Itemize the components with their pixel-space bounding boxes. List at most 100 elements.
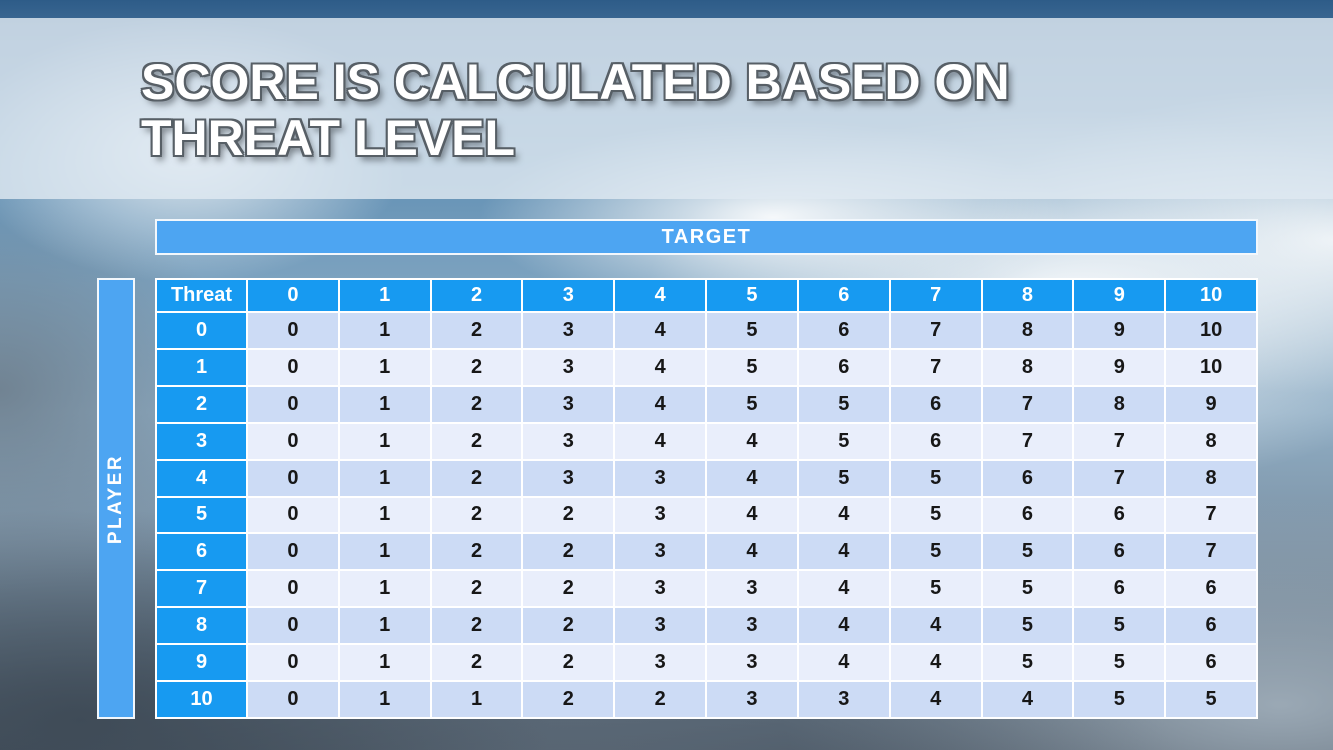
table-cell: 4 <box>707 497 797 533</box>
table-row-header: 9 <box>157 645 246 681</box>
table-cell: 7 <box>1166 534 1256 570</box>
table-row-header: 8 <box>157 608 246 644</box>
table-cell: 3 <box>707 682 797 717</box>
table-cell: 4 <box>707 423 797 459</box>
table-col-header: 5 <box>707 280 797 311</box>
table-col-header: 9 <box>1074 280 1165 311</box>
table-cell: 1 <box>339 349 430 385</box>
table-cell: 4 <box>798 645 889 681</box>
table-cell: 4 <box>798 608 889 644</box>
table-cell: 2 <box>431 313 522 348</box>
table-row-header: 7 <box>157 571 246 607</box>
table-cell: 9 <box>1166 386 1256 422</box>
table-cell: 6 <box>1074 497 1165 533</box>
table-cell: 5 <box>982 534 1073 570</box>
table-cell: 0 <box>248 497 338 533</box>
table-cell: 5 <box>982 571 1073 607</box>
table-cell: 0 <box>248 386 338 422</box>
table-cell: 0 <box>248 460 338 496</box>
table-cell: 2 <box>431 571 522 607</box>
table-cell: 4 <box>615 386 706 422</box>
table-cell: 1 <box>339 386 430 422</box>
table-cell: 1 <box>339 571 430 607</box>
table-cell: 0 <box>248 608 338 644</box>
table-cell: 3 <box>523 386 614 422</box>
table-cell: 2 <box>431 349 522 385</box>
table-cell: 0 <box>248 349 338 385</box>
table-cell: 6 <box>982 460 1073 496</box>
table-cell: 5 <box>707 349 797 385</box>
table-cell: 3 <box>523 460 614 496</box>
table-cell: 2 <box>523 608 614 644</box>
table-cell: 5 <box>798 386 889 422</box>
table-cell: 5 <box>707 386 797 422</box>
score-matrix-table: Threat 0 1 2 3 4 5 6 7 8 9 10 0 0 1 2 3 4 5 6 7 8 9 10 1 0 1 2 3 4 5 6 7… <box>155 278 1258 719</box>
table-row-header: 6 <box>157 534 246 570</box>
target-axis-band: TARGET <box>155 219 1258 255</box>
table-cell: 2 <box>523 534 614 570</box>
table-row-header: 1 <box>157 349 246 385</box>
table-cell: 5 <box>982 608 1073 644</box>
table-cell: 5 <box>890 497 981 533</box>
table-cell: 0 <box>248 423 338 459</box>
table-col-header: 1 <box>339 280 430 311</box>
table-cell: 1 <box>339 608 430 644</box>
table-cell: 1 <box>339 423 430 459</box>
table-cell: 10 <box>1166 313 1256 348</box>
table-cell: 2 <box>431 534 522 570</box>
table-cell: 2 <box>431 423 522 459</box>
table-cell: 4 <box>615 349 706 385</box>
table-cell: 7 <box>1166 497 1256 533</box>
table-row-header: 3 <box>157 423 246 459</box>
table-col-header: 0 <box>248 280 338 311</box>
page-title-line1: SCORE IS CALCULATED BASED ON <box>141 54 1010 110</box>
table-cell: 4 <box>798 497 889 533</box>
table-cell: 7 <box>982 423 1073 459</box>
table-cell: 1 <box>339 460 430 496</box>
table-cell: 5 <box>1074 608 1165 644</box>
table-col-header: 3 <box>523 280 614 311</box>
table-cell: 3 <box>707 608 797 644</box>
table-cell: 2 <box>523 571 614 607</box>
table-cell: 7 <box>1074 423 1165 459</box>
table-cell: 2 <box>523 497 614 533</box>
table-col-header: 8 <box>982 280 1073 311</box>
table-cell: 6 <box>1074 534 1165 570</box>
table-cell: 8 <box>1074 386 1165 422</box>
table-cell: 7 <box>890 313 981 348</box>
table-cell: 7 <box>982 386 1073 422</box>
table-cell: 2 <box>431 645 522 681</box>
table-cell: 3 <box>707 571 797 607</box>
table-cell: 5 <box>1074 682 1165 717</box>
table-cell: 1 <box>339 645 430 681</box>
table-cell: 5 <box>707 313 797 348</box>
table-row-header: 2 <box>157 386 246 422</box>
table-cell: 6 <box>1166 571 1256 607</box>
table-cell: 5 <box>798 460 889 496</box>
table-cell: 4 <box>707 460 797 496</box>
table-col-header: 2 <box>431 280 522 311</box>
table-cell: 3 <box>615 460 706 496</box>
table-cell: 1 <box>339 682 430 717</box>
table-cell: 6 <box>1074 571 1165 607</box>
table-cell: 1 <box>339 313 430 348</box>
table-cell: 4 <box>707 534 797 570</box>
table-cell: 3 <box>523 423 614 459</box>
table-cell: 0 <box>248 682 338 717</box>
table-cell: 5 <box>890 571 981 607</box>
table-cell: 6 <box>890 386 981 422</box>
table-cell: 4 <box>982 682 1073 717</box>
table-cell: 0 <box>248 534 338 570</box>
player-axis-label: PLAYER <box>105 453 126 544</box>
table-cell: 5 <box>982 645 1073 681</box>
table-cell: 3 <box>523 349 614 385</box>
table-cell: 9 <box>1074 313 1165 348</box>
table-cell: 8 <box>982 313 1073 348</box>
table-cell: 2 <box>523 645 614 681</box>
table-cell: 2 <box>431 497 522 533</box>
table-cell: 9 <box>1074 349 1165 385</box>
table-cell: 3 <box>707 645 797 681</box>
title-band: SCORE IS CALCULATED BASED ON THREAT LEVE… <box>0 18 1333 199</box>
table-cell: 3 <box>615 497 706 533</box>
